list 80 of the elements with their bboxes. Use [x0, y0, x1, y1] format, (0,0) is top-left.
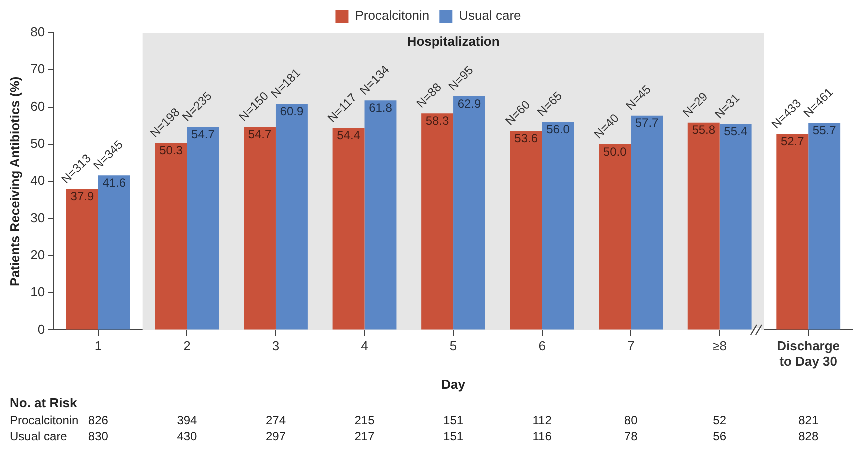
text: 826 [88, 413, 109, 428]
text: 215 [354, 413, 376, 428]
data-label: 54.7 [248, 127, 272, 142]
data-label: 57.7 [635, 116, 660, 130]
text: 394 [177, 413, 198, 428]
text: 297 [266, 429, 286, 444]
y-tick-label: 60 [30, 98, 46, 114]
x-tick-label: 3 [272, 338, 280, 354]
bar [364, 100, 397, 330]
bar [776, 134, 809, 330]
y-tick-label: 50 [30, 136, 46, 152]
text: 821 [798, 413, 819, 428]
text: 151 [444, 413, 464, 428]
bar [66, 189, 98, 330]
y-axis-title: Patients Receiving Antibiotics (%) [7, 76, 22, 286]
y-tick-label: 40 [30, 173, 46, 188]
y-tick-label: 20 [30, 247, 46, 262]
text: 52 [713, 413, 727, 428]
bar [276, 104, 308, 330]
band-label: Hospitalization [407, 34, 500, 50]
bar [720, 124, 752, 330]
bar [808, 123, 841, 330]
text: 151 [444, 429, 464, 444]
text: 80 [624, 413, 638, 428]
data-label: 56.0 [546, 122, 570, 136]
text: 217 [354, 429, 376, 444]
legend-label: Procalcitonin [355, 8, 430, 24]
text: No. at Risk [10, 396, 78, 411]
bar [599, 144, 632, 330]
data-label: 55.4 [724, 124, 748, 139]
data-label: 58.3 [426, 114, 450, 128]
legend-label: Usual care [459, 8, 522, 24]
bar [244, 126, 276, 330]
text: 830 [88, 429, 109, 444]
bar [332, 128, 365, 330]
data-label: 54.7 [192, 127, 216, 142]
data-label: 37.9 [70, 190, 94, 204]
y-tick-label: 10 [30, 284, 46, 300]
data-label: 50.0 [603, 144, 628, 159]
x-tick-label: ≥8 [712, 338, 728, 354]
y-tick-label: 30 [30, 210, 46, 226]
x-tick-label: 1 [94, 338, 102, 354]
data-label: 60.9 [280, 104, 304, 118]
bar [688, 122, 720, 330]
x-tick-label: Discharge to Day 30 [777, 338, 840, 370]
bar [98, 176, 130, 330]
text: 78 [624, 429, 638, 444]
data-label: 62.9 [458, 96, 482, 111]
bar [155, 143, 188, 330]
text: Usual care [10, 429, 68, 444]
bar [454, 96, 486, 330]
text: 56 [713, 429, 727, 444]
x-axis-title: Day [442, 376, 466, 392]
data-label: 50.3 [160, 144, 184, 158]
text: 116 [532, 429, 552, 444]
text: 112 [532, 413, 552, 428]
bar [510, 131, 542, 330]
text: 828 [798, 429, 819, 444]
bar [422, 114, 454, 330]
x-tick-label: 7 [627, 338, 635, 354]
x-tick-label: 4 [361, 338, 368, 354]
data-label: 55.8 [692, 123, 716, 138]
text: Procalcitonin [10, 413, 79, 428]
data-label: 52.7 [780, 134, 805, 149]
data-label: 41.6 [102, 176, 126, 190]
data-label: 55.7 [812, 124, 837, 138]
x-tick-label: 5 [450, 338, 458, 354]
x-tick-label: 6 [538, 338, 546, 354]
bar [187, 126, 220, 330]
data-label: 54.4 [337, 128, 361, 142]
x-tick-label: 2 [184, 338, 191, 354]
data-label: 53.6 [514, 131, 538, 146]
y-tick-label: 70 [30, 62, 46, 77]
text: 430 [177, 429, 198, 444]
text: 274 [266, 413, 286, 428]
data-label: 61.8 [369, 100, 393, 115]
y-tick-label: 0 [38, 322, 46, 337]
y-tick-label: 80 [30, 24, 46, 40]
bar [631, 116, 664, 330]
bar [542, 122, 574, 330]
